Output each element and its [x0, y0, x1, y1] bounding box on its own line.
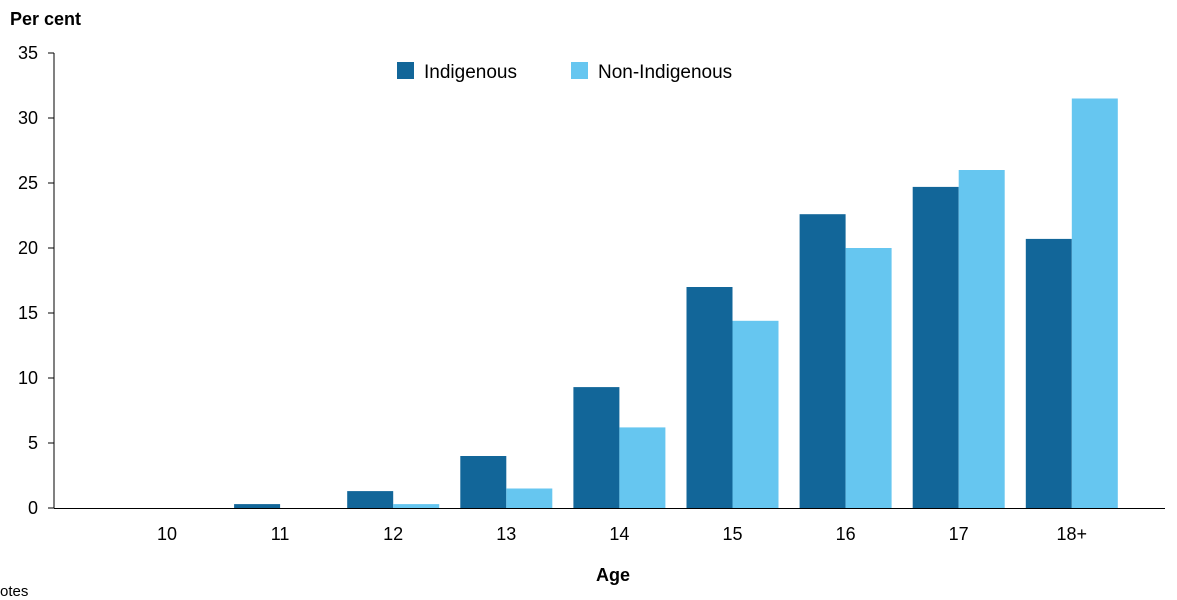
legend-label: Indigenous: [424, 62, 517, 83]
y-tick-label: 0: [28, 498, 38, 518]
bar-non-indigenous-14: [619, 427, 666, 508]
bar-non-indigenous-13: [506, 488, 553, 508]
y-tick-label: 30: [18, 108, 38, 128]
bar-indigenous-12: [347, 491, 394, 508]
y-tick-label: 5: [28, 433, 38, 453]
bar-non-indigenous-18+: [1071, 98, 1118, 508]
x-tick-label: 15: [722, 524, 742, 544]
bar-non-indigenous-12: [393, 504, 440, 508]
x-axis-label: Age: [596, 565, 631, 585]
bar-indigenous-15: [686, 287, 733, 508]
bar-non-indigenous-15: [732, 320, 779, 508]
bar-non-indigenous-16: [845, 248, 892, 508]
bar-indigenous-18+: [1025, 238, 1072, 508]
x-tick-label: 14: [609, 524, 629, 544]
bar-indigenous-11: [234, 504, 281, 508]
y-tick-label: 10: [18, 368, 38, 388]
bar-non-indigenous-17: [958, 170, 1005, 508]
x-tick-label: 10: [157, 524, 177, 544]
legend-label: Non-Indigenous: [598, 62, 732, 83]
y-tick-label: 25: [18, 173, 38, 193]
x-tick-label: 13: [496, 524, 516, 544]
x-tick-label: 12: [383, 524, 403, 544]
legend-swatch: [397, 62, 414, 79]
legend-swatch: [571, 62, 588, 79]
y-tick-label: 20: [18, 238, 38, 258]
y-tick-label: 15: [18, 303, 38, 323]
bar-indigenous-14: [573, 387, 620, 508]
x-tick-label: 11: [271, 524, 290, 544]
bar-indigenous-16: [799, 214, 846, 508]
notes-fragment: otes: [0, 583, 29, 600]
y-axis-label: Per cent: [10, 9, 82, 29]
x-tick-label: 16: [836, 524, 856, 544]
y-tick-label: 35: [18, 43, 38, 63]
x-tick-label: 17: [949, 524, 969, 544]
bar-indigenous-13: [460, 456, 507, 508]
x-tick-label: 18+: [1057, 524, 1088, 544]
bar-indigenous-17: [912, 186, 959, 508]
